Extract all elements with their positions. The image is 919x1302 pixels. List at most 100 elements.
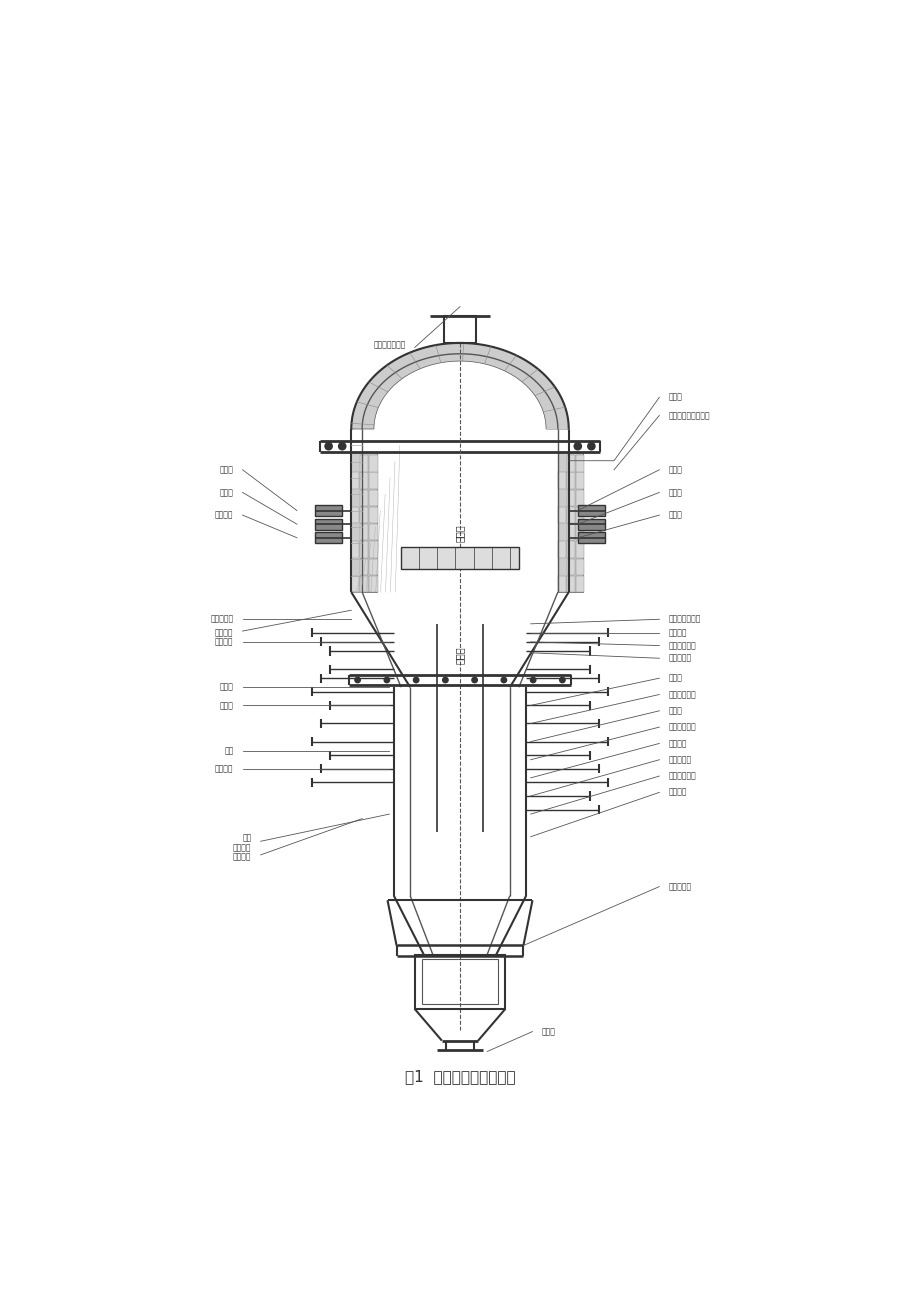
- Text: 气化气出口: 气化气出口: [210, 615, 233, 624]
- Bar: [557, 506, 565, 523]
- Bar: [575, 575, 584, 592]
- Text: 图1  四喷嘴气化炉结构图: 图1 四喷嘴气化炉结构图: [404, 1069, 515, 1085]
- Bar: [360, 525, 369, 540]
- Bar: [566, 506, 574, 523]
- PathPatch shape: [351, 342, 568, 428]
- Text: 人孔: 人孔: [224, 746, 233, 755]
- Bar: [360, 559, 369, 575]
- Bar: [369, 490, 377, 506]
- Bar: [369, 456, 377, 471]
- Bar: [566, 490, 574, 506]
- Bar: [351, 452, 376, 592]
- Bar: [575, 506, 584, 523]
- Bar: [414, 954, 505, 1009]
- Text: 温度计: 温度计: [668, 510, 682, 519]
- Bar: [577, 505, 605, 516]
- Bar: [575, 473, 584, 488]
- Bar: [369, 575, 377, 592]
- Circle shape: [587, 443, 595, 450]
- Bar: [351, 575, 359, 592]
- Text: 气化小喷管: 气化小喷管: [668, 755, 691, 764]
- Text: 温度计: 温度计: [668, 465, 682, 474]
- Text: 激冷室: 激冷室: [455, 525, 464, 542]
- Bar: [369, 559, 377, 575]
- Text: 温度计: 温度计: [668, 488, 682, 497]
- Text: 液位计入口: 液位计入口: [668, 654, 691, 663]
- Bar: [369, 542, 377, 557]
- Bar: [422, 960, 497, 1004]
- Bar: [557, 452, 583, 592]
- Circle shape: [384, 677, 389, 682]
- Text: 黑水出口: 黑水出口: [668, 788, 686, 797]
- Circle shape: [530, 677, 535, 682]
- Bar: [566, 559, 574, 575]
- Text: 激冷管: 激冷管: [455, 647, 464, 664]
- Text: 蒸汽入口: 蒸汽入口: [215, 638, 233, 646]
- Text: 出渣口: 出渣口: [541, 1027, 555, 1036]
- Bar: [401, 547, 518, 569]
- Text: 氧气入口: 氧气入口: [668, 629, 686, 638]
- Bar: [360, 542, 369, 557]
- Bar: [566, 575, 574, 592]
- Bar: [314, 518, 342, 530]
- Text: 下窗口: 下窗口: [668, 706, 682, 715]
- Text: 耐火材料: 耐火材料: [215, 510, 233, 519]
- Bar: [314, 505, 342, 516]
- Bar: [360, 575, 369, 592]
- Bar: [557, 473, 565, 488]
- Text: 锁斗排渣口: 锁斗排渣口: [668, 881, 691, 891]
- Text: 氧化炉顶部入口: 氧化炉顶部入口: [373, 340, 405, 349]
- Bar: [557, 575, 565, 592]
- Text: 差压液位计口: 差压液位计口: [668, 723, 696, 732]
- Bar: [314, 533, 342, 543]
- Circle shape: [471, 677, 477, 682]
- Text: 差压液位计口: 差压液位计口: [668, 641, 696, 650]
- Bar: [360, 473, 369, 488]
- Bar: [369, 473, 377, 488]
- Circle shape: [338, 443, 346, 450]
- Bar: [577, 518, 605, 530]
- Bar: [351, 542, 359, 557]
- Bar: [557, 542, 565, 557]
- Text: 温度计: 温度计: [668, 393, 682, 402]
- Bar: [566, 456, 574, 471]
- Bar: [575, 490, 584, 506]
- Circle shape: [324, 443, 332, 450]
- Bar: [369, 525, 377, 540]
- Text: 氧化炉测温口: 氧化炉测温口: [668, 690, 696, 699]
- Circle shape: [355, 677, 360, 682]
- Bar: [566, 473, 574, 488]
- Text: 温度计: 温度计: [220, 488, 233, 497]
- Text: 温度计: 温度计: [220, 465, 233, 474]
- Circle shape: [559, 677, 564, 682]
- Text: 视镜口: 视镜口: [220, 682, 233, 691]
- Bar: [577, 533, 605, 543]
- Text: 逆流接口: 逆流接口: [215, 629, 233, 638]
- Bar: [575, 559, 584, 575]
- Bar: [575, 525, 584, 540]
- Bar: [351, 473, 359, 488]
- Bar: [566, 542, 574, 557]
- Text: 工艺烧嘴密封氧气口: 工艺烧嘴密封氧气口: [668, 411, 709, 421]
- Bar: [566, 525, 574, 540]
- Bar: [360, 456, 369, 471]
- Text: 氮气小管: 氮气小管: [668, 740, 686, 747]
- Text: 逆流接口: 逆流接口: [215, 764, 233, 773]
- Text: 下窗口: 下窗口: [668, 673, 682, 682]
- Bar: [360, 490, 369, 506]
- Circle shape: [442, 677, 448, 682]
- Circle shape: [501, 677, 506, 682]
- Text: 视镜口: 视镜口: [220, 700, 233, 710]
- Bar: [575, 456, 584, 471]
- Text: 多管液位计口: 多管液位计口: [668, 772, 696, 780]
- Circle shape: [573, 443, 581, 450]
- Bar: [351, 506, 359, 523]
- Bar: [443, 316, 476, 342]
- Bar: [369, 506, 377, 523]
- Bar: [360, 506, 369, 523]
- Circle shape: [413, 677, 418, 682]
- Text: 人孔
逆流接口: 人孔 逆流接口: [233, 833, 251, 853]
- Text: 逆流接口: 逆流接口: [233, 853, 251, 861]
- Bar: [575, 542, 584, 557]
- Text: 主管道温度计口: 主管道温度计口: [668, 615, 700, 624]
